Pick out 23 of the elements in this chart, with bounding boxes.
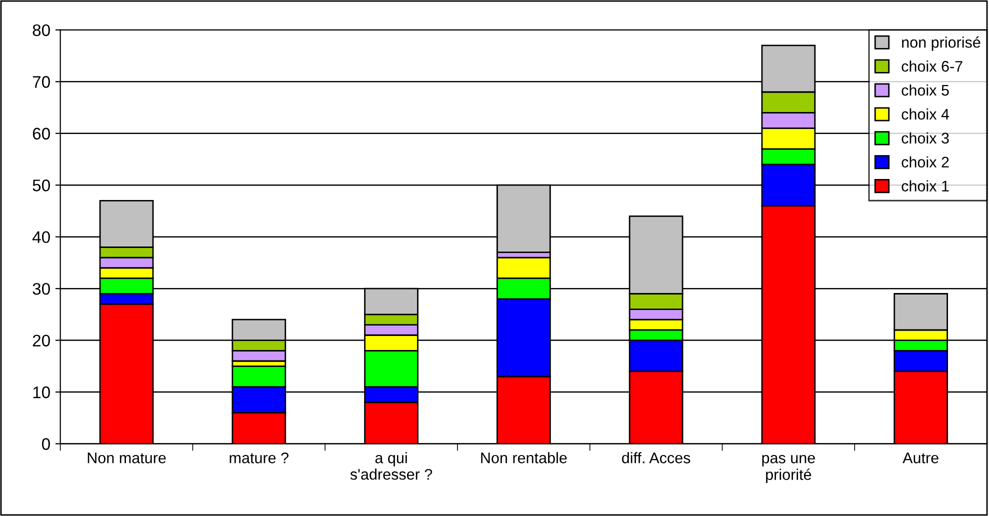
- x-tick-label: Autre: [902, 452, 938, 464]
- y-tick-label: 50: [32, 180, 50, 192]
- x-tick-label: a qui s'adresser ?: [350, 452, 432, 480]
- legend-label: non priorisé: [902, 36, 980, 51]
- x-tick-label: mature ?: [230, 452, 288, 464]
- legend-label: choix 4: [902, 108, 950, 120]
- y-tick-label: 40: [32, 231, 50, 244]
- x-tick-label: Non mature: [88, 452, 166, 464]
- legend-label: choix 3: [902, 132, 949, 144]
- y-tick-label: 80: [32, 24, 50, 36]
- legend-label: choix 6-7: [902, 60, 962, 72]
- y-tick-label: 0: [42, 438, 50, 450]
- x-tick-label: Non rentable: [481, 452, 567, 464]
- y-tick-label: 10: [33, 386, 50, 398]
- legend-label: choix 2: [902, 156, 949, 168]
- y-tick-label: 70: [32, 76, 50, 88]
- x-tick-label: diff. Acces: [622, 452, 690, 464]
- y-tick-label: 60: [32, 128, 50, 140]
- x-tick-label: pas une priorité: [762, 454, 815, 484]
- legend-label: choix 1: [902, 180, 949, 192]
- legend-label: choix 5: [902, 84, 949, 96]
- y-tick-label: 30: [32, 282, 50, 295]
- y-tick-label: 20: [32, 334, 50, 347]
